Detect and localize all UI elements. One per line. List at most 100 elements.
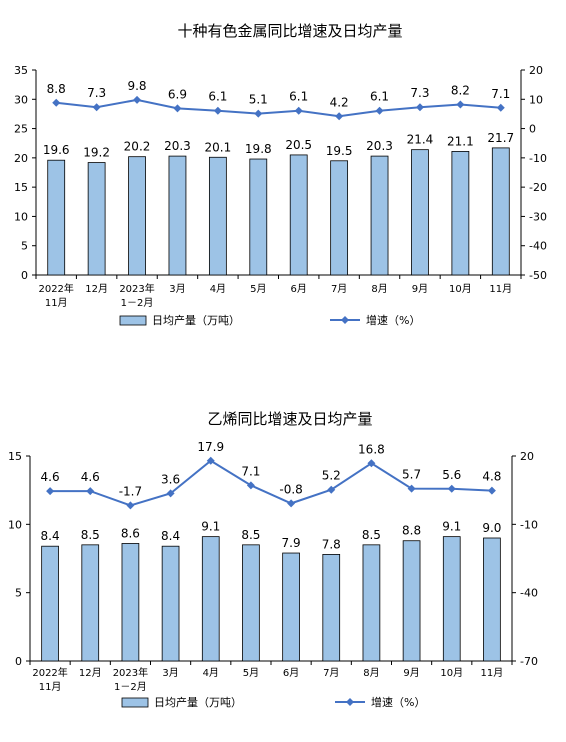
growth-rate-label: 5.6 xyxy=(442,468,461,482)
growth-rate-point xyxy=(46,487,55,496)
growth-rate-label: -1.7 xyxy=(119,484,142,498)
growth-rate-point xyxy=(213,106,222,115)
right-tick-label: -10 xyxy=(520,518,538,531)
bar xyxy=(249,158,268,276)
bar xyxy=(362,544,381,662)
legend-line-marker xyxy=(346,698,354,706)
right-tick-label: -50 xyxy=(529,269,547,282)
bar-data-label: 20.5 xyxy=(285,138,312,152)
growth-rate-line xyxy=(56,98,501,118)
right-tick-label: -40 xyxy=(529,240,547,253)
growth-rate-label: 4.6 xyxy=(81,470,100,484)
bar-data-label: 7.9 xyxy=(282,536,301,550)
bar xyxy=(289,154,308,276)
growth-rate-point xyxy=(126,501,135,510)
right-tick-label: -10 xyxy=(529,152,547,165)
bar xyxy=(442,536,461,662)
bar xyxy=(121,543,140,662)
bar xyxy=(411,149,429,276)
legend-bar-swatch xyxy=(121,697,149,708)
growth-rate-label: -0.8 xyxy=(279,482,302,496)
legend-bar-swatch xyxy=(119,315,147,326)
right-tick-label: 10 xyxy=(529,93,543,106)
x-tick-label: 6月 xyxy=(283,667,299,679)
left-tick-label: 20 xyxy=(14,152,28,165)
legend-line-label: 增速（%） xyxy=(371,695,425,709)
growth-rate-label: 17.9 xyxy=(197,440,224,454)
growth-rate-label: 7.1 xyxy=(241,464,260,478)
x-tick-label: 11月 xyxy=(45,297,68,309)
bar-data-label: 8.4 xyxy=(161,529,180,543)
chart-ethylene: 乙烯同比增速及日均产量 0 5 10 15 -70 -40 -10 20 2022年 11月 12月 2… xyxy=(8,410,538,709)
bar-data-label: 7.8 xyxy=(322,537,341,551)
x-tick-label: 1－2月 xyxy=(121,297,154,309)
x-tick-label: 4月 xyxy=(203,667,219,679)
bar-data-label: 8.6 xyxy=(121,526,140,540)
x-tick-label: 5月 xyxy=(250,283,266,295)
left-tick-label: 0 xyxy=(21,269,28,282)
left-tick-label: 10 xyxy=(14,210,28,223)
x-tick-label: 10月 xyxy=(440,667,463,679)
x-tick-label: 12月 xyxy=(79,667,102,679)
x-tick-label: 5月 xyxy=(243,667,259,679)
growth-rate-label: 6.1 xyxy=(208,90,227,104)
left-tick-label: 30 xyxy=(14,93,28,106)
x-tick-label: 1－2月 xyxy=(114,681,147,693)
left-tick-label: 35 xyxy=(14,64,28,77)
bar xyxy=(128,156,146,276)
chart-title: 乙烯同比增速及日均产量 xyxy=(207,410,372,428)
growth-rate-label: 7.3 xyxy=(87,86,106,100)
bar-data-label: 19.6 xyxy=(43,143,70,157)
bar xyxy=(330,160,349,276)
growth-rate-point xyxy=(407,484,416,493)
right-tick-label: -40 xyxy=(520,587,538,600)
bar-data-label: 21.1 xyxy=(447,134,474,148)
growth-rate-point xyxy=(447,484,456,493)
growth-rate-label: 16.8 xyxy=(358,442,385,456)
growth-rate-point xyxy=(375,106,384,115)
growth-rate-point xyxy=(173,104,182,113)
growth-rate-label: 8.8 xyxy=(47,82,66,96)
bar-data-label: 9.1 xyxy=(442,520,461,534)
x-tick-label: 2022年 xyxy=(38,282,73,295)
growth-rate-label: 9.8 xyxy=(127,79,146,93)
x-tick-label: 9月 xyxy=(412,283,428,295)
bar-data-label: 9.0 xyxy=(482,521,501,535)
x-tick-label: 8月 xyxy=(371,283,387,295)
right-tick-label: -20 xyxy=(529,181,547,194)
growth-rate-point xyxy=(327,485,336,494)
bar xyxy=(87,162,106,276)
bar-data-label: 20.1 xyxy=(205,140,232,154)
bar-data-label: 20.3 xyxy=(164,139,191,153)
growth-rate-label: 5.2 xyxy=(322,469,341,483)
growth-rate-point xyxy=(287,499,296,508)
growth-rate-point xyxy=(294,106,303,115)
growth-rate-point xyxy=(133,95,142,104)
bar xyxy=(402,540,421,662)
bar-data-label: 19.2 xyxy=(83,146,110,160)
left-tick-label: 5 xyxy=(15,587,22,600)
bar-data-label: 9.1 xyxy=(201,520,220,534)
legend-bar-label: 日均产量（万吨） xyxy=(152,313,240,327)
bar-data-label: 20.2 xyxy=(124,140,151,154)
bar xyxy=(208,156,227,276)
right-tick-label: 20 xyxy=(529,64,543,77)
left-tick-label: 10 xyxy=(8,518,22,531)
legend-line-label: 增速（%） xyxy=(366,313,420,327)
bar xyxy=(451,151,470,276)
x-tick-label: 7月 xyxy=(331,283,347,295)
bar xyxy=(491,147,510,276)
growth-rate-label: 8.2 xyxy=(451,84,470,98)
bar xyxy=(201,536,220,662)
growth-rate-point xyxy=(456,100,465,109)
growth-rate-point xyxy=(487,486,496,495)
x-tick-label: 10月 xyxy=(449,283,472,295)
growth-rate-point xyxy=(86,487,95,496)
growth-rate-label: 6.1 xyxy=(289,90,308,104)
bar xyxy=(81,544,100,662)
left-tick-label: 0 xyxy=(15,655,22,668)
bar-data-label: 8.4 xyxy=(41,529,60,543)
right-tick-label: -30 xyxy=(529,210,547,223)
growth-rate-point xyxy=(52,98,61,107)
